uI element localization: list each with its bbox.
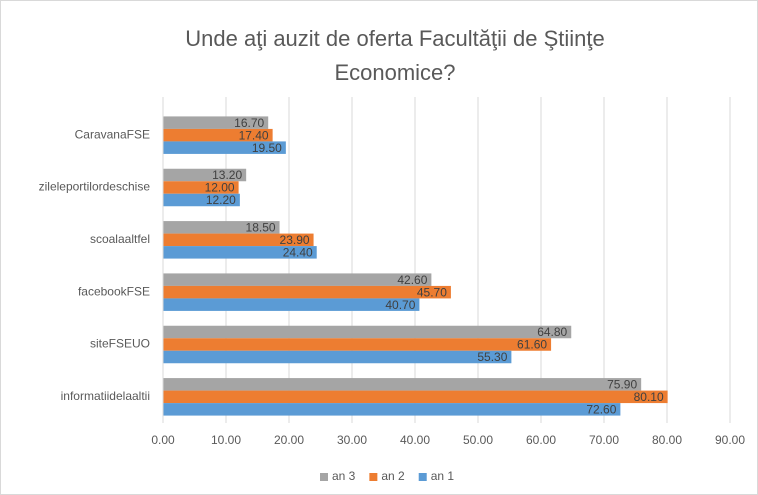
data-label: 80.10 bbox=[634, 390, 664, 404]
bar bbox=[163, 285, 451, 299]
y-tick-label: scoalaaltfel bbox=[90, 232, 150, 246]
x-tick-label: 20.00 bbox=[274, 433, 304, 447]
bar bbox=[163, 233, 314, 247]
bar bbox=[163, 221, 280, 234]
data-label: 24.40 bbox=[283, 246, 313, 260]
data-label: 23.90 bbox=[280, 233, 310, 247]
y-tick-label: CaravanaFSE bbox=[75, 127, 150, 141]
bar bbox=[163, 273, 432, 286]
bar bbox=[163, 325, 572, 339]
y-tick-label: informatiidelaaltii bbox=[61, 389, 150, 403]
x-tick-label: 30.00 bbox=[337, 433, 367, 447]
bar bbox=[163, 193, 240, 207]
x-tick-label: 80.00 bbox=[652, 433, 682, 447]
y-tick-label: facebookFSE bbox=[78, 284, 150, 298]
bar bbox=[163, 350, 512, 364]
data-label: 64.80 bbox=[537, 325, 567, 339]
data-label: 18.50 bbox=[246, 221, 276, 235]
legend-label: an 3 bbox=[332, 469, 356, 483]
data-label: 55.30 bbox=[477, 350, 507, 364]
bar bbox=[163, 390, 668, 404]
data-label: 42.60 bbox=[397, 273, 427, 287]
legend-swatch bbox=[418, 473, 427, 481]
bar bbox=[163, 181, 239, 194]
y-tick-label: siteFSEUO bbox=[90, 337, 150, 351]
x-tick-label: 40.00 bbox=[400, 433, 430, 447]
bar bbox=[163, 403, 621, 416]
data-label: 40.70 bbox=[385, 298, 415, 312]
data-label: 17.40 bbox=[239, 128, 269, 142]
bar bbox=[163, 128, 273, 142]
bar bbox=[163, 338, 552, 351]
bar bbox=[163, 168, 247, 182]
data-label: 75.90 bbox=[607, 378, 637, 392]
legend-swatch bbox=[320, 473, 328, 481]
x-tick-label: 0.00 bbox=[151, 433, 175, 447]
data-label: 12.20 bbox=[206, 193, 236, 207]
chart-title: Unde aţi auzit de oferta Facultăţii de Ş… bbox=[185, 26, 605, 85]
bar bbox=[163, 298, 420, 311]
legend-swatch bbox=[369, 473, 378, 481]
x-tick-label: 50.00 bbox=[463, 433, 493, 447]
data-label: 13.20 bbox=[212, 168, 242, 182]
bar bbox=[163, 141, 286, 154]
legend-label: an 2 bbox=[381, 469, 405, 483]
data-label: 72.60 bbox=[586, 403, 616, 417]
x-tick-label: 70.00 bbox=[589, 433, 619, 447]
bar bbox=[163, 246, 317, 259]
x-tick-label: 90.00 bbox=[715, 433, 745, 447]
x-tick-label: 10.00 bbox=[211, 433, 241, 447]
y-tick-label: zileleportilordeschise bbox=[39, 180, 151, 194]
bar bbox=[163, 116, 269, 129]
legend-label: an 1 bbox=[431, 469, 455, 483]
data-label: 19.50 bbox=[252, 141, 282, 155]
data-label: 12.00 bbox=[205, 181, 235, 195]
data-label: 16.70 bbox=[234, 116, 264, 130]
x-tick-label: 60.00 bbox=[526, 433, 556, 447]
data-label: 61.60 bbox=[517, 338, 547, 352]
bar bbox=[163, 378, 642, 391]
data-label: 45.70 bbox=[417, 285, 447, 299]
